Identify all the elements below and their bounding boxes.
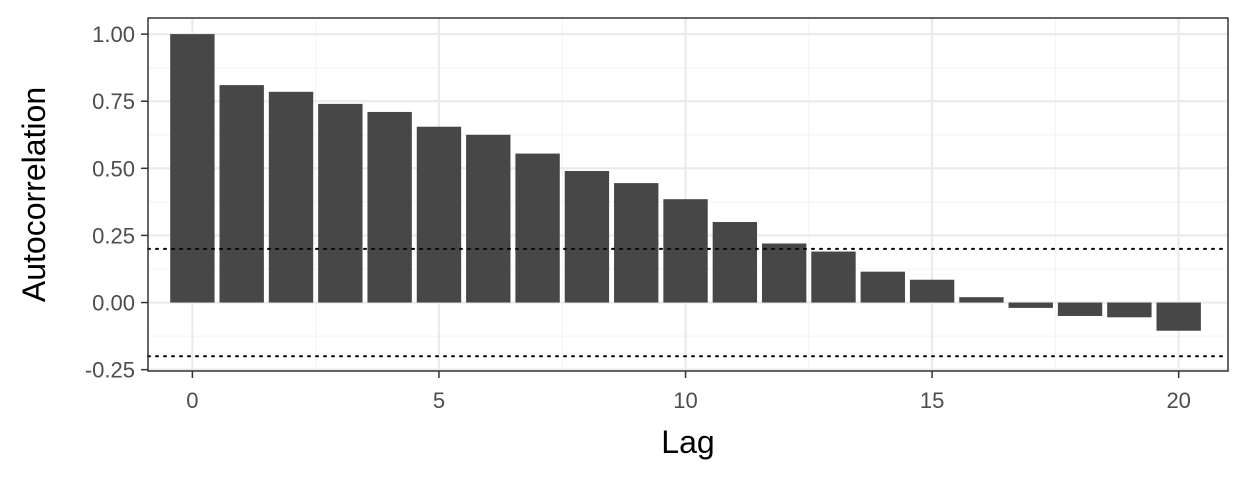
bar xyxy=(959,297,1004,303)
bar xyxy=(466,134,511,303)
y-tick-label: 1.00 xyxy=(92,22,135,47)
bar xyxy=(367,111,412,303)
bar xyxy=(614,183,659,303)
bar xyxy=(515,153,560,303)
y-tick-label: 0.50 xyxy=(92,156,135,181)
x-axis-title: Lag xyxy=(661,424,714,460)
bar xyxy=(564,171,610,303)
bars xyxy=(170,34,1201,331)
bar xyxy=(1156,302,1201,331)
bar xyxy=(416,126,462,303)
bar xyxy=(712,222,758,303)
panel-border xyxy=(147,17,1229,372)
x-tick-label: 10 xyxy=(673,388,697,413)
y-axis-title: Autocorrelation xyxy=(16,87,52,302)
bar xyxy=(268,91,314,303)
y-axis: -0.25 0.00 0.25 0.50 0.75 1.00 xyxy=(85,22,148,383)
x-tick-label: 5 xyxy=(433,388,445,413)
bar xyxy=(860,271,905,303)
y-tick-label: 0.00 xyxy=(92,291,135,316)
y-tick-label: 0.25 xyxy=(92,223,135,248)
bar xyxy=(1057,302,1103,316)
bar xyxy=(811,251,856,303)
bar xyxy=(1008,302,1053,308)
x-tick-label: 20 xyxy=(1166,388,1190,413)
bar xyxy=(761,243,807,303)
x-tick-label: 15 xyxy=(920,388,944,413)
bar xyxy=(909,279,955,303)
bar xyxy=(318,103,363,303)
y-tick-label: 0.75 xyxy=(92,89,135,114)
bar xyxy=(219,85,264,303)
x-tick-label: 0 xyxy=(186,388,198,413)
bar xyxy=(170,34,215,303)
x-axis: 0 5 10 15 20 xyxy=(186,371,1191,413)
y-tick-label: -0.25 xyxy=(85,358,135,383)
bar xyxy=(1107,302,1152,318)
bar xyxy=(663,199,708,303)
